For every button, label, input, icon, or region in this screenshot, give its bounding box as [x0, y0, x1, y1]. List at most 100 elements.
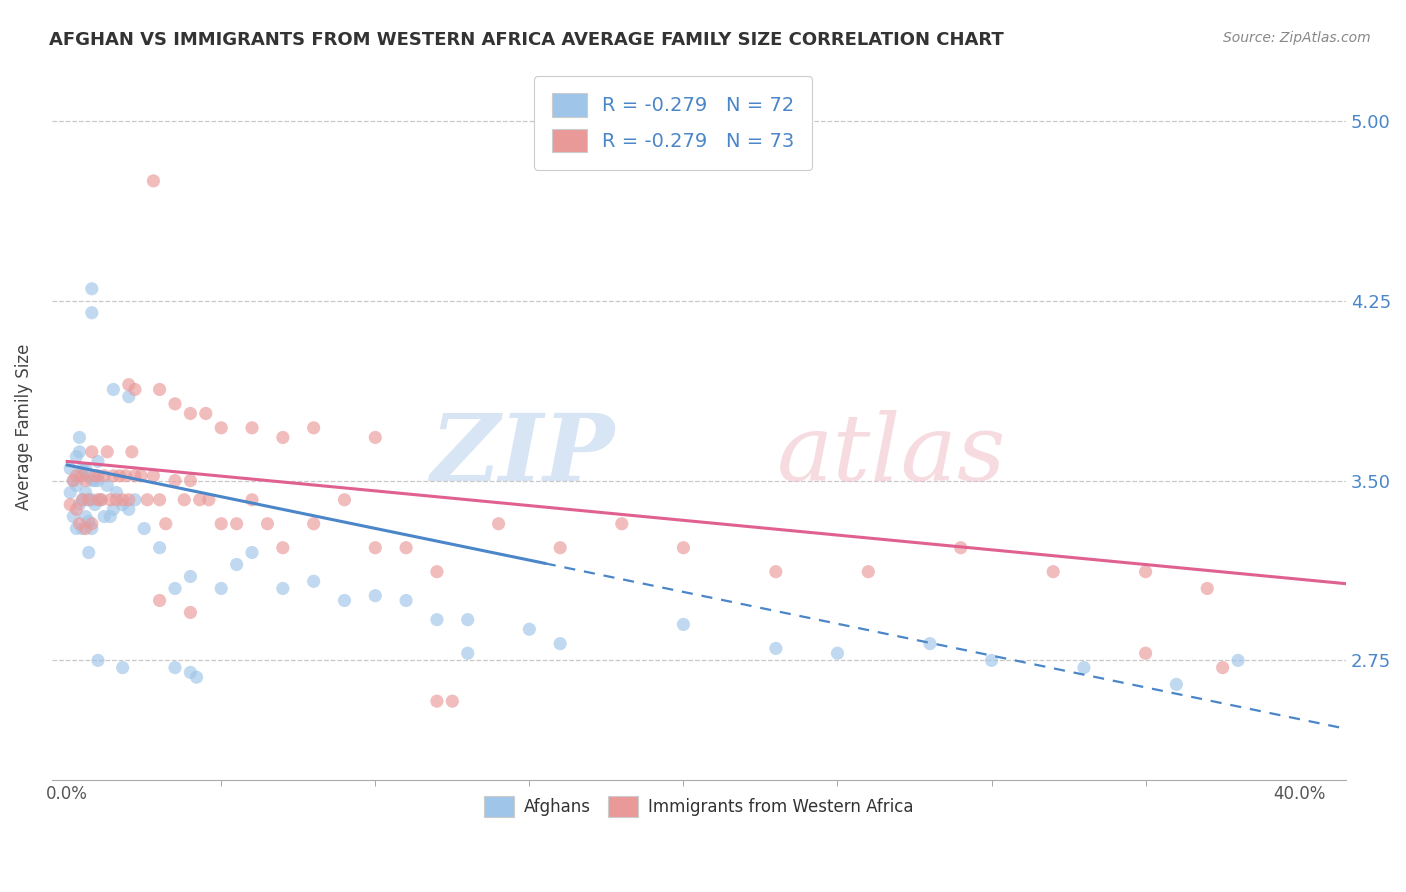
- Point: [87, 653, 110, 667]
- Point: [149, 541, 172, 555]
- Point: [333, 593, 356, 607]
- Point: [65, 478, 87, 492]
- Point: [240, 421, 263, 435]
- Point: [103, 468, 125, 483]
- Point: [118, 377, 141, 392]
- Point: [59, 498, 82, 512]
- Point: [209, 421, 232, 435]
- Point: [163, 474, 186, 488]
- Point: [77, 545, 100, 559]
- Point: [69, 468, 91, 483]
- Point: [65, 468, 87, 483]
- Point: [90, 492, 112, 507]
- Point: [1197, 582, 1219, 596]
- Point: [77, 492, 100, 507]
- Point: [1227, 653, 1250, 667]
- Y-axis label: Average Family Size: Average Family Size: [15, 343, 32, 510]
- Text: AFGHAN VS IMMIGRANTS FROM WESTERN AFRICA AVERAGE FAMILY SIZE CORRELATION CHART: AFGHAN VS IMMIGRANTS FROM WESTERN AFRICA…: [49, 31, 1004, 49]
- Point: [83, 468, 105, 483]
- Point: [108, 468, 131, 483]
- Point: [69, 445, 91, 459]
- Point: [149, 593, 172, 607]
- Point: [364, 541, 387, 555]
- Point: [240, 492, 263, 507]
- Point: [96, 478, 118, 492]
- Point: [77, 492, 100, 507]
- Point: [72, 461, 94, 475]
- Point: [1135, 646, 1157, 660]
- Point: [548, 541, 571, 555]
- Point: [98, 509, 121, 524]
- Text: ZIP: ZIP: [430, 410, 614, 500]
- Point: [121, 445, 143, 459]
- Point: [858, 565, 880, 579]
- Point: [827, 646, 849, 660]
- Point: [548, 637, 571, 651]
- Point: [1212, 660, 1234, 674]
- Point: [163, 397, 186, 411]
- Text: atlas: atlas: [776, 410, 1005, 500]
- Point: [364, 589, 387, 603]
- Point: [426, 565, 449, 579]
- Point: [118, 502, 141, 516]
- Point: [80, 516, 103, 531]
- Point: [173, 492, 195, 507]
- Point: [105, 485, 128, 500]
- Point: [103, 383, 125, 397]
- Point: [124, 468, 146, 483]
- Point: [98, 492, 121, 507]
- Point: [62, 474, 84, 488]
- Point: [271, 582, 294, 596]
- Point: [80, 306, 103, 320]
- Legend: Afghans, Immigrants from Western Africa: Afghans, Immigrants from Western Africa: [475, 788, 922, 825]
- Point: [87, 454, 110, 468]
- Point: [124, 492, 146, 507]
- Point: [96, 445, 118, 459]
- Point: [59, 461, 82, 475]
- Point: [80, 522, 103, 536]
- Point: [118, 492, 141, 507]
- Point: [457, 646, 479, 660]
- Point: [114, 468, 136, 483]
- Point: [111, 498, 134, 512]
- Point: [75, 522, 97, 536]
- Point: [65, 522, 87, 536]
- Point: [179, 474, 201, 488]
- Text: Source: ZipAtlas.com: Source: ZipAtlas.com: [1223, 31, 1371, 45]
- Point: [87, 468, 110, 483]
- Point: [364, 430, 387, 444]
- Point: [179, 407, 201, 421]
- Point: [136, 492, 159, 507]
- Point: [124, 383, 146, 397]
- Point: [111, 660, 134, 674]
- Point: [186, 670, 208, 684]
- Point: [72, 468, 94, 483]
- Point: [80, 492, 103, 507]
- Point: [75, 509, 97, 524]
- Point: [105, 492, 128, 507]
- Point: [188, 492, 211, 507]
- Point: [672, 617, 695, 632]
- Point: [59, 485, 82, 500]
- Point: [194, 407, 217, 421]
- Point: [426, 694, 449, 708]
- Point: [517, 622, 540, 636]
- Point: [302, 421, 325, 435]
- Point: [163, 582, 186, 596]
- Point: [87, 474, 110, 488]
- Point: [256, 516, 278, 531]
- Point: [134, 522, 156, 536]
- Point: [129, 468, 152, 483]
- Point: [240, 545, 263, 559]
- Point: [69, 498, 91, 512]
- Point: [72, 492, 94, 507]
- Point: [69, 516, 91, 531]
- Point: [1073, 660, 1095, 674]
- Point: [149, 492, 172, 507]
- Point: [949, 541, 972, 555]
- Point: [271, 541, 294, 555]
- Point: [198, 492, 221, 507]
- Point: [1166, 677, 1188, 691]
- Point: [302, 516, 325, 531]
- Point: [225, 558, 247, 572]
